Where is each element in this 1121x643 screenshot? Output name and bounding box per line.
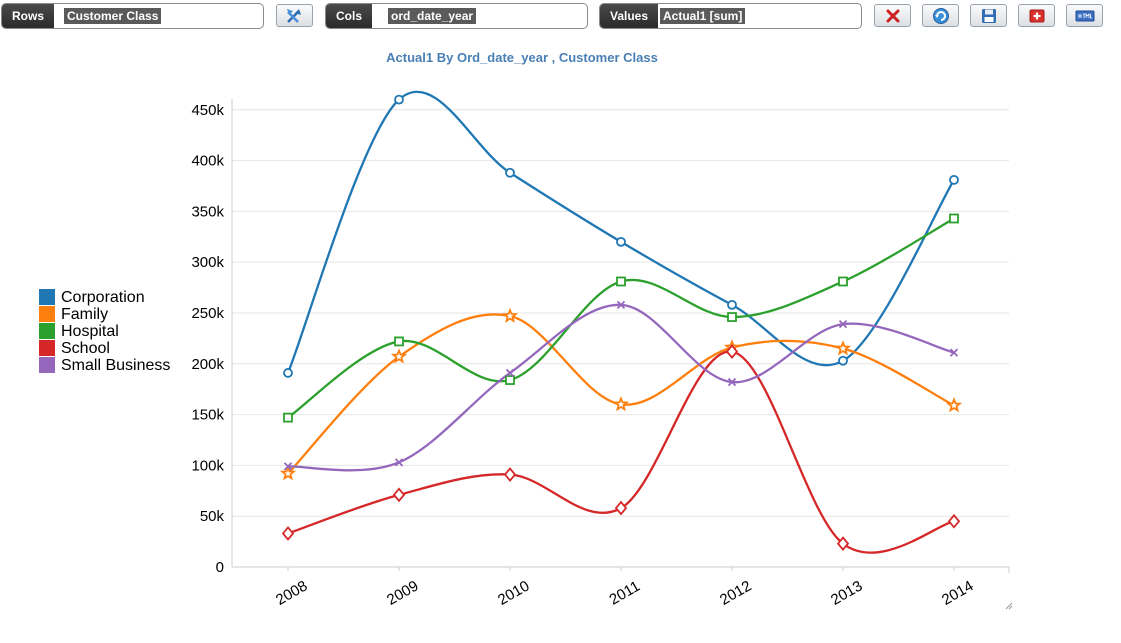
legend-swatch[interactable]: [39, 323, 55, 339]
save-button[interactable]: [970, 4, 1007, 27]
cols-value[interactable]: ord_date_year: [388, 8, 477, 24]
y-tick-label: 100k: [191, 457, 224, 474]
html-icon: [1075, 10, 1094, 21]
data-point[interactable]: [949, 348, 959, 357]
y-tick-label: 400k: [191, 153, 224, 170]
data-point[interactable]: [501, 307, 519, 323]
x-tick-label: 2012: [717, 577, 754, 608]
legend-swatch[interactable]: [39, 357, 55, 373]
data-point[interactable]: [505, 167, 515, 178]
series-markers: [279, 94, 963, 552]
y-tick-label: 150k: [191, 407, 224, 424]
floppy-disk-icon: [981, 8, 996, 23]
series-line-hospital[interactable]: [287, 217, 955, 419]
data-point[interactable]: [945, 396, 963, 413]
data-point[interactable]: [394, 94, 404, 105]
data-point[interactable]: [503, 467, 517, 482]
data-point[interactable]: [392, 487, 406, 503]
y-tick-label: 50k: [200, 508, 225, 525]
legend-item-label[interactable]: Family: [61, 306, 108, 323]
y-tick-label: 0: [216, 559, 224, 576]
x-tick-label: 2010: [495, 577, 532, 608]
x-tick-label: 2011: [607, 578, 643, 609]
data-point[interactable]: [834, 340, 852, 356]
series-line-family[interactable]: [287, 313, 955, 475]
y-tick-label: 450k: [191, 102, 224, 119]
cols-field[interactable]: Cols ord_date_year: [325, 3, 588, 29]
y-tick-label: 300k: [191, 254, 224, 271]
data-point[interactable]: [283, 412, 293, 423]
values-value[interactable]: Actual1 [sum]: [660, 8, 746, 24]
data-point[interactable]: [838, 320, 848, 329]
data-point[interactable]: [390, 348, 408, 364]
line-chart: Actual1 By Ord_date_year , Customer Clas…: [39, 50, 1013, 610]
data-point[interactable]: [838, 276, 848, 287]
rows-value[interactable]: Customer Class: [64, 8, 162, 24]
values-field[interactable]: Values Actual1 [sum]: [599, 3, 862, 29]
x-tick-label: 2014: [939, 577, 976, 608]
data-point[interactable]: [505, 368, 515, 378]
x-tick-label: 2009: [384, 577, 421, 608]
add-button[interactable]: [1018, 4, 1055, 27]
data-point[interactable]: [727, 312, 737, 322]
axes: 0 50k 100k 150k 200k 250k 300k 350k 400k 450k 2008…: [191, 99, 1010, 609]
data-point[interactable]: [838, 355, 848, 366]
gridlines: [232, 109, 1009, 517]
data-point[interactable]: [725, 344, 739, 359]
swap-icon: [286, 8, 301, 23]
swap-axes-button[interactable]: [276, 4, 313, 27]
series-line-school[interactable]: [287, 350, 955, 554]
data-point[interactable]: [279, 465, 297, 481]
data-point[interactable]: [616, 236, 626, 247]
data-point[interactable]: [283, 462, 293, 471]
series-line-corporation[interactable]: [286, 90, 955, 374]
data-point[interactable]: [616, 300, 626, 309]
legend-swatch[interactable]: [39, 289, 55, 305]
clear-button[interactable]: [874, 4, 911, 27]
pivot-toolbar: Rows Customer Class Cols ord_date_year V…: [0, 0, 1121, 34]
series-line-small-business[interactable]: [287, 303, 955, 472]
y-tick-label: 350k: [191, 203, 224, 220]
red-plus-icon: [1029, 9, 1044, 22]
data-point[interactable]: [836, 536, 850, 552]
cols-label: Cols: [326, 4, 373, 28]
x-tick-label: 2013: [828, 577, 865, 608]
data-point[interactable]: [616, 276, 626, 287]
data-point[interactable]: [505, 375, 515, 385]
data-point[interactable]: [727, 377, 737, 387]
rows-field[interactable]: Rows Customer Class: [1, 3, 264, 29]
chart-title: Actual1 By Ord_date_year , Customer Clas…: [386, 50, 658, 65]
legend-item-label[interactable]: Corporation: [61, 289, 145, 306]
red-x-icon: [886, 9, 899, 22]
legend-swatch[interactable]: [39, 340, 55, 356]
y-tick-label: 250k: [191, 305, 224, 322]
legend-item-label[interactable]: Hospital: [61, 323, 119, 340]
rows-label: Rows: [2, 4, 55, 28]
data-point[interactable]: [614, 500, 628, 516]
refresh-icon: [932, 7, 949, 24]
values-label: Values: [600, 4, 659, 28]
refresh-button[interactable]: [922, 4, 959, 27]
data-point[interactable]: [727, 299, 737, 310]
resize-handle-icon[interactable]: [1005, 602, 1013, 610]
data-point[interactable]: [947, 513, 961, 529]
data-point[interactable]: [394, 336, 404, 347]
legend-item-label[interactable]: Small Business: [61, 357, 170, 374]
data-point[interactable]: [283, 368, 293, 378]
data-point[interactable]: [394, 458, 404, 467]
data-point[interactable]: [949, 213, 959, 224]
legend-item-label[interactable]: School: [61, 340, 110, 357]
data-point[interactable]: [612, 395, 630, 412]
x-tick-label: 2008: [273, 577, 310, 608]
y-tick-label: 200k: [191, 356, 224, 373]
html-export-button[interactable]: [1066, 4, 1103, 27]
legend-swatch[interactable]: [39, 306, 55, 322]
data-point[interactable]: [949, 174, 959, 185]
data-point[interactable]: [281, 526, 295, 541]
